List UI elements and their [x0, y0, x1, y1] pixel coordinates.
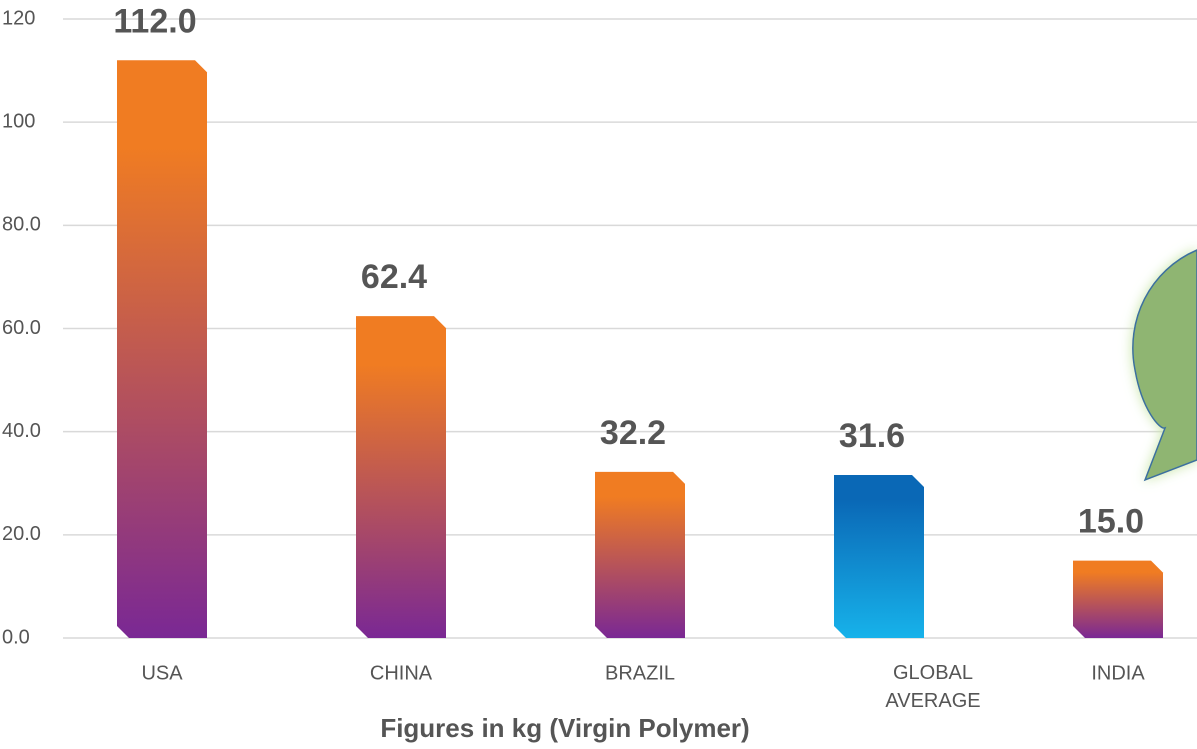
value-label: 31.6 [839, 417, 905, 455]
y-tick-label: 60.0 [2, 317, 41, 339]
y-tick-label: 0.0 [2, 626, 30, 648]
speech-bubble [1132, 249, 1197, 482]
x-tick-label: BRAZIL [605, 662, 675, 684]
y-tick-label: 80.0 [2, 214, 41, 236]
x-axis-label: Figures in kg (Virgin Polymer) [380, 713, 749, 743]
y-tick-label: 20.0 [2, 523, 41, 545]
value-label: 32.2 [600, 414, 666, 452]
bar [356, 316, 446, 638]
x-tick-label: USA [141, 662, 183, 684]
bar [834, 474, 924, 638]
value-label: 62.4 [361, 258, 427, 296]
value-label: 15.0 [1078, 503, 1144, 541]
x-tick-label: GLOBAL AVERAGE [885, 662, 980, 712]
bar [117, 60, 207, 639]
value-label: 112.0 [113, 2, 196, 40]
bar [1073, 560, 1163, 638]
y-tick-label: 120 [2, 7, 35, 29]
x-tick-label: CHINA [370, 662, 433, 684]
y-tick-label: 100 [2, 110, 35, 132]
x-tick-label: INDIA [1091, 662, 1145, 684]
bar [595, 471, 685, 638]
y-tick-label: 40.0 [2, 420, 41, 442]
